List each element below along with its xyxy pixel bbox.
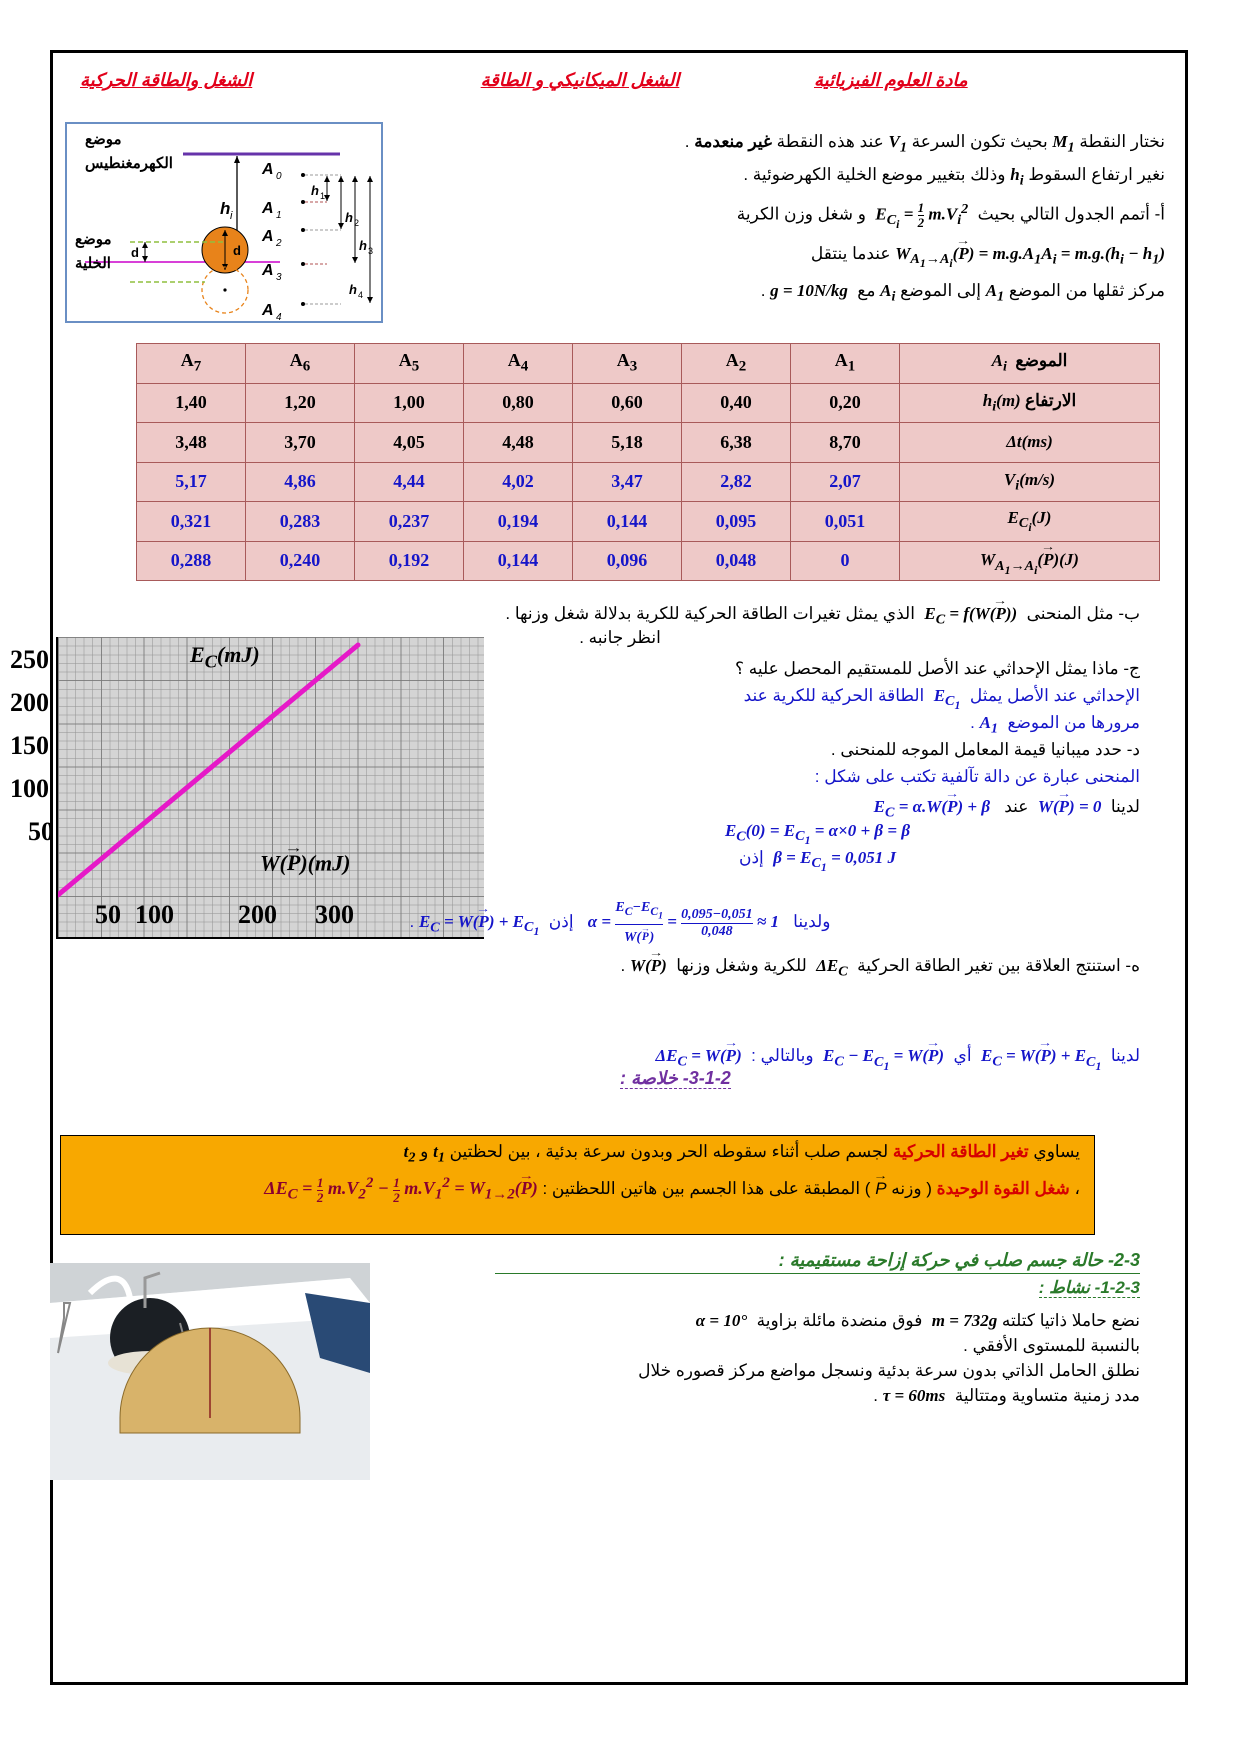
svg-text:الخلية: الخلية xyxy=(75,255,111,272)
svg-text:A: A xyxy=(261,228,274,245)
svg-text:d: d xyxy=(233,243,241,258)
svg-text:2: 2 xyxy=(275,238,282,249)
svg-text:4: 4 xyxy=(358,290,363,300)
svg-text:3: 3 xyxy=(276,272,282,283)
svg-text:h: h xyxy=(220,199,230,218)
svg-text:موضع: موضع xyxy=(85,131,122,148)
svg-text:d: d xyxy=(131,245,139,260)
svg-text:h: h xyxy=(311,183,319,198)
svg-text:h: h xyxy=(345,210,353,225)
svg-text:h: h xyxy=(349,282,357,297)
svg-text:الكهرمغنطيس: الكهرمغنطيس xyxy=(85,155,173,172)
svg-text:4: 4 xyxy=(276,312,282,323)
svg-text:h: h xyxy=(359,238,367,253)
svg-text:موضع: موضع xyxy=(75,231,112,248)
svg-text:A: A xyxy=(261,262,274,279)
svg-text:A: A xyxy=(261,161,274,178)
svg-text:A: A xyxy=(261,200,274,217)
svg-text:1: 1 xyxy=(320,191,325,201)
svg-text:A: A xyxy=(261,302,274,319)
svg-text:1: 1 xyxy=(276,210,282,221)
svg-text:3: 3 xyxy=(368,246,373,256)
svg-text:0: 0 xyxy=(276,171,282,182)
